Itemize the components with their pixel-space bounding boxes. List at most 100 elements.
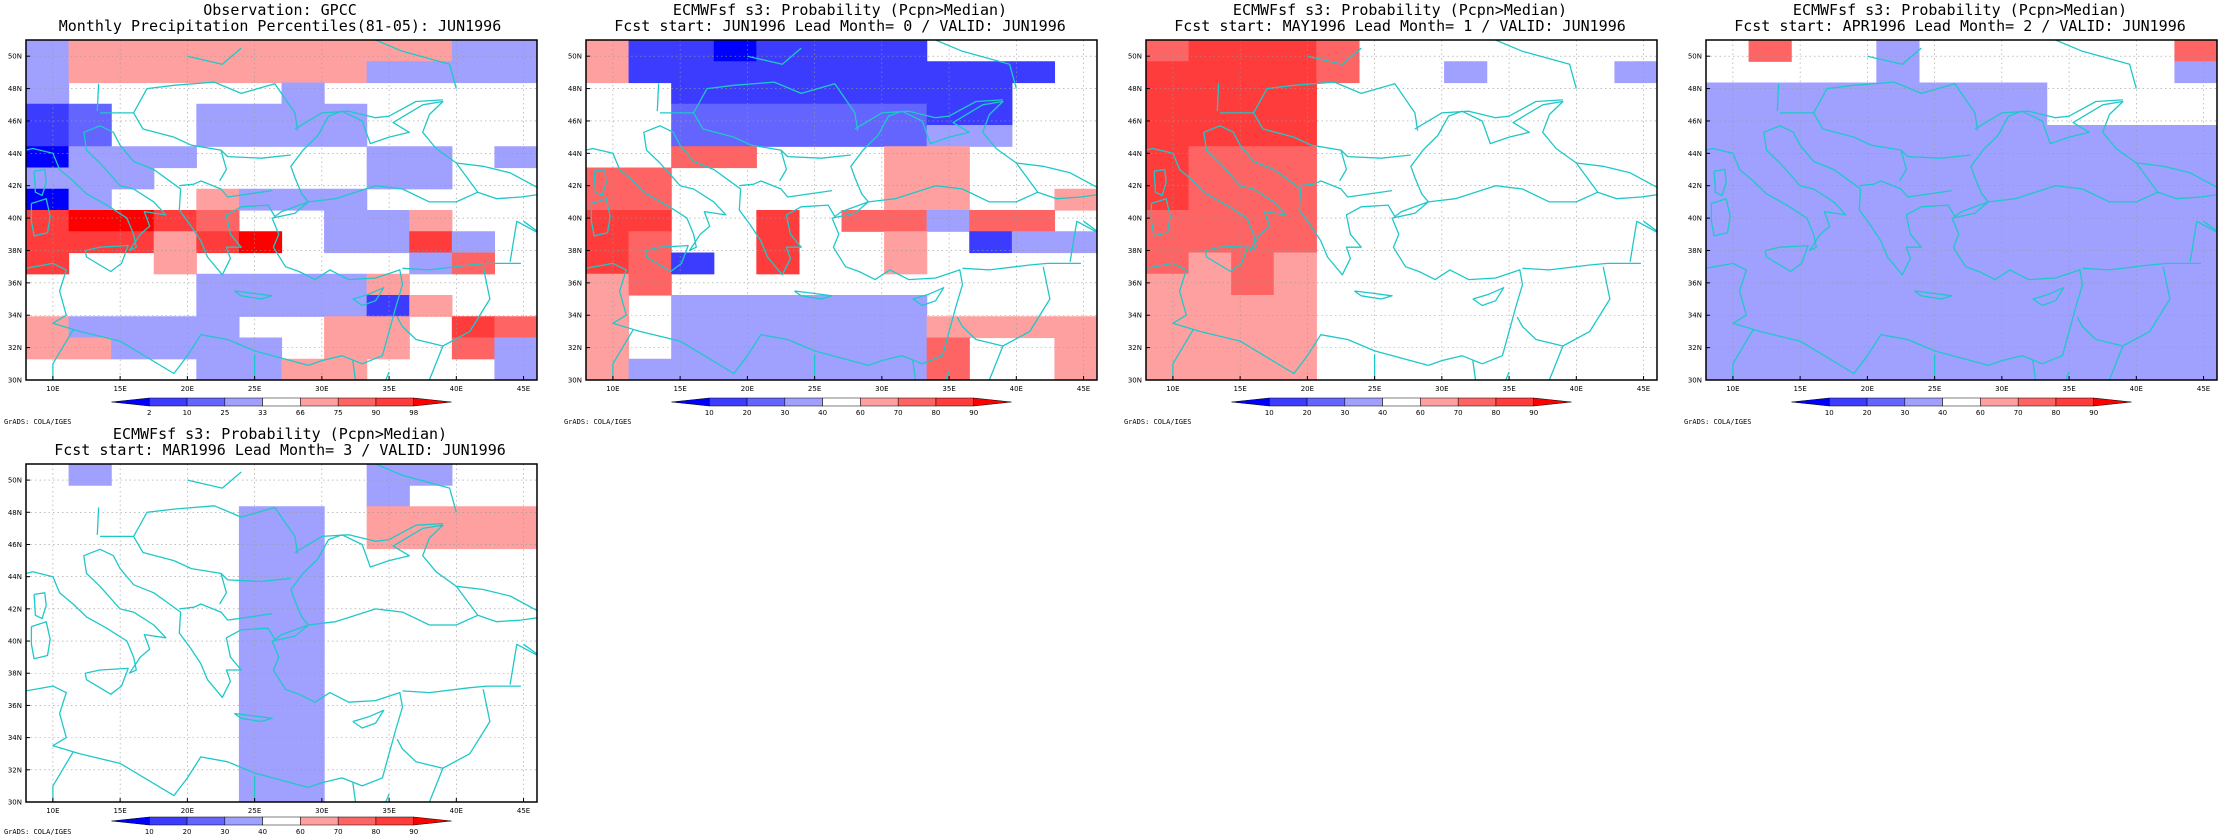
lon-tick-label: 10E <box>46 807 59 815</box>
grid-cell <box>2046 146 2090 169</box>
lat-tick-label: 38N <box>1688 247 1702 255</box>
grid-cell <box>1833 103 1877 126</box>
lon-tick-label: 10E <box>1166 385 1179 393</box>
grid-cell <box>841 82 885 105</box>
colorbar-label: 60 <box>856 409 865 417</box>
colorbar-swatch <box>111 397 150 407</box>
grid-cell <box>238 633 283 655</box>
colorbar-swatch <box>300 816 339 826</box>
grads-credit: GrADS: COLA/IGES <box>1124 418 1192 426</box>
grid-cell <box>926 337 970 360</box>
colorbar-swatch <box>1533 397 1572 407</box>
grid-cell <box>1231 125 1275 147</box>
grid-cell <box>26 82 70 105</box>
grid-cell <box>2046 252 2090 275</box>
grid-cell <box>1273 40 1317 62</box>
grid-cell <box>798 61 843 84</box>
grid-cell <box>68 103 112 126</box>
grid-cell <box>1876 231 1920 254</box>
lat-tick-label: 46N <box>1128 117 1142 125</box>
grid-cell <box>586 231 630 254</box>
colorbar-label: 90 <box>2089 409 2098 417</box>
lon-tick-label: 10E <box>606 385 619 393</box>
grid-cell <box>1706 103 1750 126</box>
grid-cell <box>1273 252 1317 275</box>
grid-cell <box>1833 125 1877 147</box>
lat-tick-label: 50N <box>568 53 582 61</box>
colorbar-label: 60 <box>1976 409 1985 417</box>
grid-cell <box>756 61 800 84</box>
shaded-grid <box>68 464 537 802</box>
grid-cell <box>1748 167 1792 190</box>
grid-cell <box>196 295 240 317</box>
grid-cell <box>1706 146 1750 169</box>
grid-cell <box>238 527 283 550</box>
grid-cell <box>2131 316 2176 339</box>
colorbar-swatch <box>1791 397 1830 407</box>
lon-tick-label: 45E <box>1077 385 1090 393</box>
grid-cell <box>2089 295 2133 317</box>
lon-tick-label: 20E <box>1861 385 1874 393</box>
lon-tick-label: 10E <box>1726 385 1739 393</box>
colorbar-label: 20 <box>1303 409 1312 417</box>
lon-tick-label: 45E <box>517 807 530 815</box>
grid-cell <box>1231 316 1275 339</box>
colorbar-label: 90 <box>1529 409 1538 417</box>
grid-cell <box>926 210 970 232</box>
grid-cell <box>756 295 800 317</box>
map-frame <box>1145 39 1658 381</box>
grid-cell <box>1876 273 1920 296</box>
colorbar-swatch <box>413 397 452 407</box>
grid-cell <box>798 40 843 62</box>
grid-cell <box>1231 231 1275 254</box>
grid-cell <box>841 210 885 232</box>
coastlines <box>26 464 537 802</box>
colorbar-label: 60 <box>296 828 305 836</box>
grid-cell <box>1876 40 1920 62</box>
grid-cell <box>1961 252 2005 275</box>
grid-cell <box>1876 167 1920 190</box>
grid-cell <box>26 61 70 84</box>
grid-cell <box>324 231 368 254</box>
grid-cell <box>281 82 325 105</box>
precipitation-map: 30N 32N 34N 36N 38N 40N 42N 44N 46N 48N 50N 10E 15E 2… <box>8 39 538 417</box>
grid-cell <box>2131 146 2176 169</box>
panel-title-line-2: Fcst start: JUN1996 Lead Month= 0 / VALI… <box>614 17 1066 35</box>
grid-cell <box>1876 316 1920 339</box>
lat-tick-label: 38N <box>8 670 22 678</box>
lon-tick-label: 15E <box>1233 385 1246 393</box>
grid-cell <box>1316 40 1360 62</box>
grid-cell <box>2174 231 2217 254</box>
colorbar-label: 10 <box>1265 409 1274 417</box>
grid-cell <box>366 527 410 550</box>
lat-tick-label: 42N <box>8 182 22 190</box>
map-frame <box>1705 39 2218 381</box>
lon-tick-label: 20E <box>1301 385 1314 393</box>
colorbar-swatch <box>337 397 377 407</box>
colorbar-swatch <box>413 816 452 826</box>
grid-cell <box>1833 337 1877 360</box>
grid-cell <box>756 82 800 105</box>
grid-cell <box>926 146 970 169</box>
grid-cell <box>451 316 496 339</box>
grid-cell <box>671 316 715 339</box>
grid-cell <box>713 40 757 62</box>
colorbar-label: 70 <box>2014 409 2023 417</box>
grid-cell <box>2046 188 2090 211</box>
lat-tick-label: 44N <box>568 150 582 158</box>
lat-tick-label: 42N <box>8 605 22 613</box>
grid-cell <box>1706 295 1750 317</box>
grid-cell <box>366 167 410 190</box>
colorbar-label: 60 <box>1416 409 1425 417</box>
lat-tick-label: 36N <box>8 279 22 287</box>
grid-cell <box>451 231 496 254</box>
map-frame <box>25 463 538 803</box>
grid-cell <box>2131 210 2176 232</box>
grid-cell <box>1054 231 1097 254</box>
panel-title-line-1: ECMWFsf s3: Probability (Pcpn>Median) <box>1232 1 1568 19</box>
grid-cell <box>1231 188 1275 211</box>
colorbar-swatch <box>2017 397 2057 407</box>
lon-tick-label: 25E <box>808 385 821 393</box>
grid-cell <box>756 231 800 254</box>
grads-credit: GrADS: COLA/IGES <box>564 418 632 426</box>
